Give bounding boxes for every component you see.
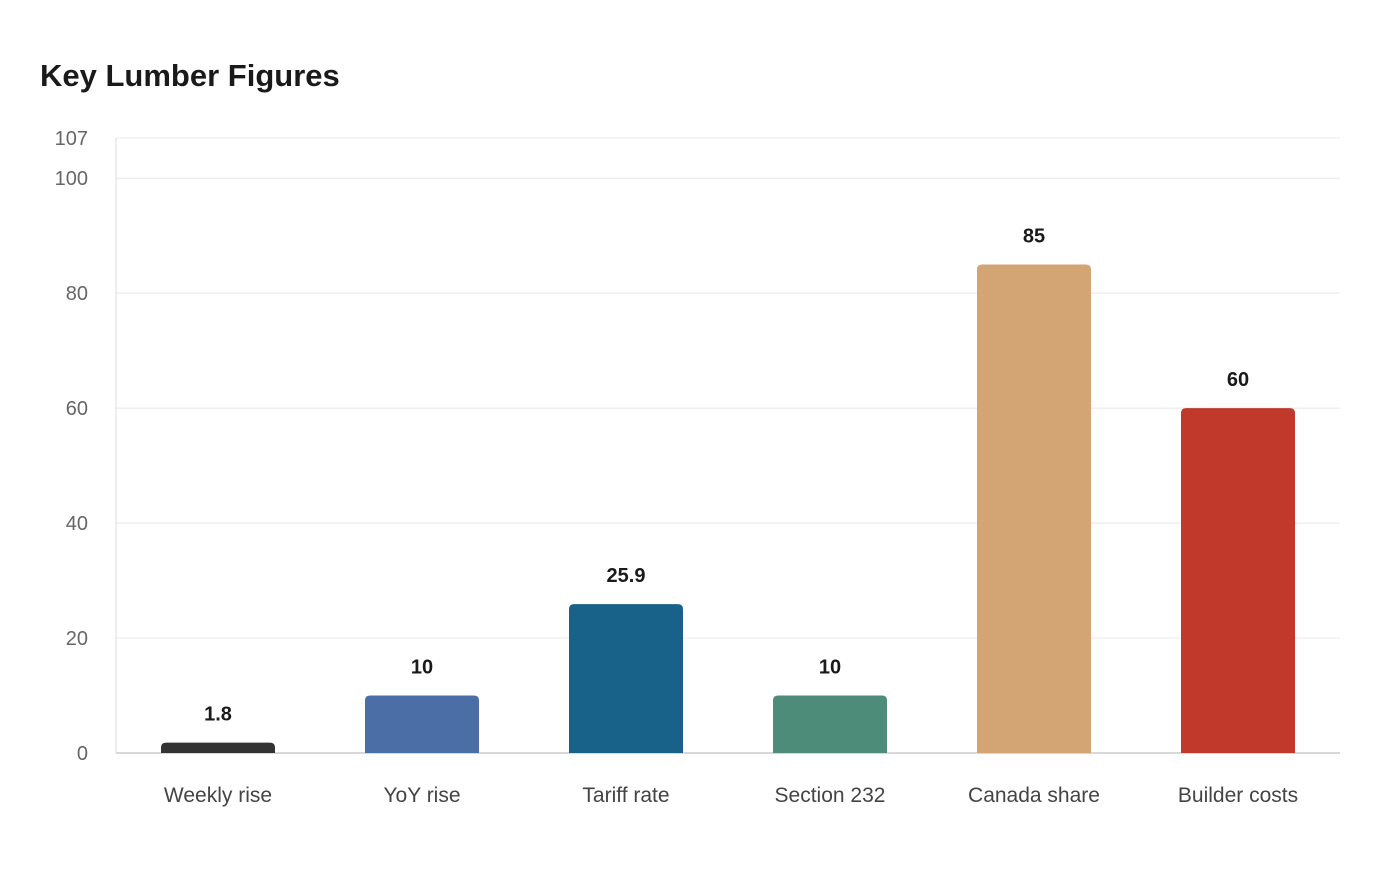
bar-value-label: 25.9 (607, 565, 646, 587)
axes (115, 138, 1340, 754)
bar[interactable] (569, 604, 683, 753)
bar-value-label: 85 (1023, 225, 1045, 247)
bar-value-label: 10 (411, 657, 433, 679)
x-category-label: YoY rise (383, 784, 460, 807)
chart-title: Key Lumber Figures (40, 58, 340, 93)
y-tick-label: 107 (55, 128, 88, 150)
bar[interactable] (1181, 408, 1295, 753)
x-category-label: Canada share (968, 784, 1100, 807)
x-category-label: Section 232 (775, 784, 886, 807)
bar[interactable] (977, 264, 1091, 753)
bar[interactable] (161, 742, 275, 753)
labels: 0 20 40 60 80 100 107 1.8 Weekly rise 10 YoY rise 2… (55, 128, 1298, 807)
bar-value-label: 60 (1227, 369, 1249, 391)
y-tick-label: 100 (55, 168, 88, 190)
bar[interactable] (773, 695, 887, 753)
y-tick-label: 40 (66, 513, 88, 535)
y-tick-label: 0 (77, 743, 88, 765)
x-category-label: Weekly rise (164, 784, 272, 807)
bar-value-label: 10 (819, 657, 841, 679)
y-tick-label: 80 (66, 283, 88, 305)
x-category-label: Tariff rate (582, 784, 669, 807)
y-tick-label: 20 (66, 628, 88, 650)
y-tick-label: 60 (66, 398, 88, 420)
x-category-label: Builder costs (1178, 784, 1298, 807)
grid-lines (116, 137, 1340, 639)
bars (161, 264, 1295, 753)
bar-value-label: 1.8 (204, 704, 232, 726)
bar[interactable] (365, 695, 479, 753)
